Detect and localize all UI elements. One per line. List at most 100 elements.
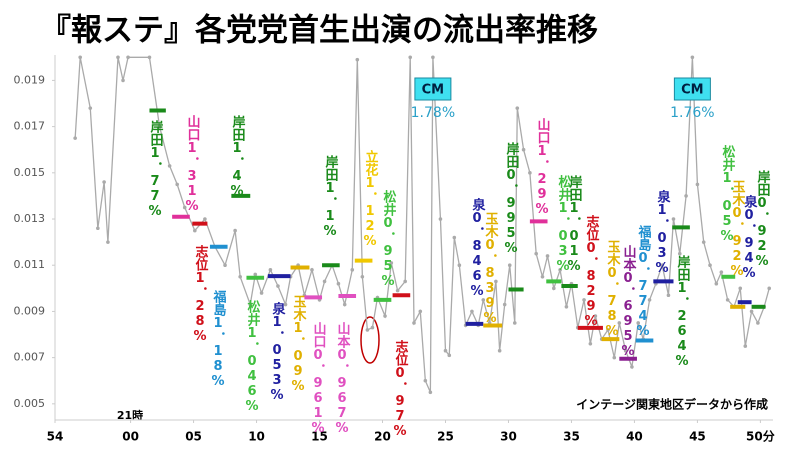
data-point (443, 348, 448, 353)
data-point (370, 325, 375, 330)
leader-label: 岸田1．1% (323, 154, 339, 239)
y-tick-label: 0.009 (14, 304, 46, 317)
data-point (528, 171, 532, 175)
data-point (671, 217, 676, 221)
leader-label: 山本0．695% (621, 244, 637, 359)
leader-label: 泉1．03% (655, 189, 671, 276)
data-point (438, 217, 443, 221)
data-point (116, 55, 120, 60)
data-point (507, 263, 512, 268)
data-point (743, 344, 748, 348)
leader-label: 立花1．12% (363, 149, 379, 249)
leader-label: 泉0．846% (470, 197, 486, 299)
data-point (102, 180, 106, 184)
data-point (630, 365, 634, 369)
data-point (73, 136, 77, 140)
y-tick-label: 0.019 (14, 73, 46, 86)
data-point (677, 251, 682, 256)
x-tick-label: 40 (626, 430, 643, 444)
leader-label: 山本0．967% (335, 321, 351, 436)
data-point (660, 263, 664, 268)
data-point (175, 182, 179, 187)
data-point (310, 268, 314, 272)
leader-label: 岸田1．01% (567, 174, 583, 274)
data-point (431, 55, 435, 60)
data-point (695, 182, 700, 187)
data-point (106, 240, 110, 244)
data-point (126, 55, 130, 60)
data-point (738, 286, 743, 291)
data-point (355, 57, 360, 62)
data-point (684, 194, 688, 198)
data-point (564, 305, 569, 309)
leader-label: 玉木0．78% (605, 240, 622, 339)
data-point (203, 217, 207, 221)
data-point (418, 309, 423, 314)
data-point (78, 55, 82, 60)
hour-label: 21時 (117, 408, 143, 422)
x-tick-label: 35 (563, 430, 580, 444)
data-point (558, 268, 562, 272)
leader-label: 岸田1．77% (148, 119, 164, 219)
data-point (756, 321, 760, 325)
data-point (606, 328, 610, 332)
chart-title: 『報ステ』各党党首生出演の流出率推移 (40, 13, 598, 49)
data-point (389, 261, 394, 265)
data-point (383, 314, 387, 318)
data-point (708, 263, 712, 268)
data-point (666, 293, 671, 298)
x-tick-label: 15 (311, 430, 328, 444)
leader-label: 山口1．29% (535, 117, 550, 217)
data-point (470, 309, 474, 314)
source-note: インテージ関東地区データから作成 (576, 397, 768, 412)
x-tick-label: 50分 (746, 429, 775, 444)
leader-label: 岸田0．995% (504, 141, 520, 256)
leader-label: 志位1．28% (193, 244, 209, 344)
data-point (233, 228, 237, 233)
data-point (350, 268, 355, 272)
data-point (88, 106, 93, 110)
leader-label: 福島0．774% (636, 224, 653, 339)
x-tick-label: 00 (122, 430, 139, 444)
data-point (253, 272, 258, 277)
leader-label: 山口1．31% (185, 114, 200, 214)
data-point (360, 274, 365, 279)
data-point (582, 298, 586, 302)
data-point (690, 55, 695, 60)
y-tick-label: 0.015 (14, 166, 46, 179)
y-tick-label: 0.007 (14, 351, 46, 364)
data-point (515, 106, 520, 110)
leader-label: 松井1．03% (556, 174, 572, 274)
data-point (623, 348, 628, 353)
data-point (238, 274, 242, 279)
data-point (612, 355, 617, 360)
data-point (494, 279, 498, 284)
data-point (593, 314, 598, 318)
data-point (725, 298, 730, 302)
data-point (552, 286, 556, 291)
data-point (365, 328, 370, 332)
y-tick-label: 0.005 (14, 397, 46, 410)
data-point (283, 302, 288, 307)
leader-label: 玉木1．09% (291, 295, 308, 394)
data-point (395, 288, 400, 293)
data-point (497, 348, 502, 353)
data-point (617, 321, 622, 325)
data-point (167, 164, 172, 168)
data-point (96, 226, 100, 231)
data-point (408, 55, 413, 60)
data-point (423, 378, 428, 383)
data-point (322, 279, 327, 284)
data-point (647, 298, 652, 302)
leader-label: 玉木0．92% (730, 180, 747, 279)
x-tick-label: 10 (248, 430, 265, 444)
data-point (512, 321, 517, 325)
leader-label: 泉0．94% (742, 194, 758, 281)
data-point (502, 302, 507, 307)
data-point (259, 291, 264, 295)
data-point (121, 78, 125, 83)
data-point (248, 302, 253, 307)
y-tick-label: 0.013 (14, 212, 46, 225)
leader-label: 福島1．18% (211, 289, 228, 389)
